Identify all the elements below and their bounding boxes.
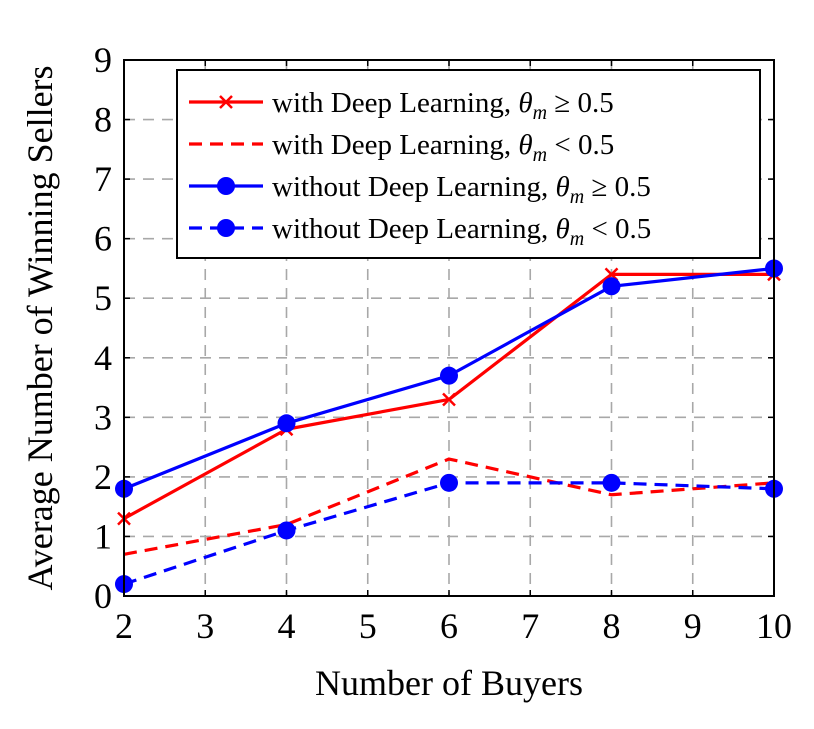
x-tick-label: 9 xyxy=(684,606,702,646)
legend-label-rel: ≥ 0.5 xyxy=(584,171,651,203)
y-tick-label: 0 xyxy=(94,576,112,616)
legend-label: with Deep Learning, θm ≥ 0.5 xyxy=(272,87,614,124)
y-tick-labels: 0 1 2 3 4 5 6 7 8 9 xyxy=(94,40,774,616)
legend-marker xyxy=(219,95,233,109)
y-tick-label: 3 xyxy=(94,397,112,437)
legend-label-math: θ xyxy=(518,129,532,161)
legend-item: without Deep Learning, θm ≥ 0.5 xyxy=(189,171,651,208)
y-tick-label: 6 xyxy=(94,219,112,259)
data-point xyxy=(440,473,458,492)
legend-label-text: without Deep Learning, xyxy=(272,213,555,245)
x-tick-label: 3 xyxy=(196,606,214,646)
legend-label-sub: m xyxy=(570,186,584,208)
data-point xyxy=(440,366,458,385)
x-axis-label: Number of Buyers xyxy=(315,663,583,703)
x-tick-label: 4 xyxy=(278,606,296,646)
x-tick-label: 2 xyxy=(115,606,133,646)
legend-label-math: θ xyxy=(518,87,532,119)
y-tick-label: 8 xyxy=(94,100,112,140)
legend-label-text: with Deep Learning, xyxy=(272,129,518,161)
legend-label-rel: < 0.5 xyxy=(547,129,614,161)
legend-label-rel: < 0.5 xyxy=(584,213,651,245)
data-point xyxy=(602,277,621,296)
legend-item: with Deep Learning, θm ≥ 0.5 xyxy=(189,87,614,124)
y-tick-label: 2 xyxy=(94,457,112,497)
legend-label-math: θ xyxy=(555,171,569,203)
x-tick-label: 5 xyxy=(359,606,377,646)
x-tick-label: 8 xyxy=(603,606,621,646)
y-axis-label: Average Number of Winning Sellers xyxy=(20,65,60,590)
data-point xyxy=(277,521,296,540)
legend-item: without Deep Learning, θm < 0.5 xyxy=(189,213,651,250)
x-tick-label: 6 xyxy=(440,606,458,646)
legend-label: with Deep Learning, θm < 0.5 xyxy=(272,129,614,166)
data-point xyxy=(277,414,296,433)
legend-label-sub: m xyxy=(533,144,547,166)
y-tick-label: 7 xyxy=(94,159,112,199)
x-tick-label: 10 xyxy=(756,606,792,646)
x-tick-labels: 2 3 4 5 6 7 8 9 10 xyxy=(115,60,792,646)
legend-label-math: θ xyxy=(555,213,569,245)
y-tick-label: 1 xyxy=(94,516,112,556)
x-tick-label: 7 xyxy=(521,606,539,646)
legend-label-sub: m xyxy=(533,102,547,124)
series-line xyxy=(123,457,775,556)
legend-marker xyxy=(217,219,235,237)
legend-label-sub: m xyxy=(570,228,584,250)
data-point xyxy=(602,473,621,492)
data-point xyxy=(442,392,456,407)
legend-box xyxy=(176,69,761,259)
legend-label-text: without Deep Learning, xyxy=(272,171,555,203)
y-tick-label: 4 xyxy=(94,338,112,378)
legend-label-rel: ≥ 0.5 xyxy=(547,87,614,119)
y-tick-label: 9 xyxy=(94,40,112,80)
legend-label: without Deep Learning, θm ≥ 0.5 xyxy=(272,171,651,208)
series-2 xyxy=(123,457,775,556)
legend-marker xyxy=(217,177,235,195)
legend-label-text: with Deep Learning, xyxy=(272,87,518,119)
y-tick-label: 5 xyxy=(94,278,112,318)
legend-label: without Deep Learning, θm < 0.5 xyxy=(272,213,651,250)
legend-item: with Deep Learning, θm < 0.5 xyxy=(189,129,614,166)
